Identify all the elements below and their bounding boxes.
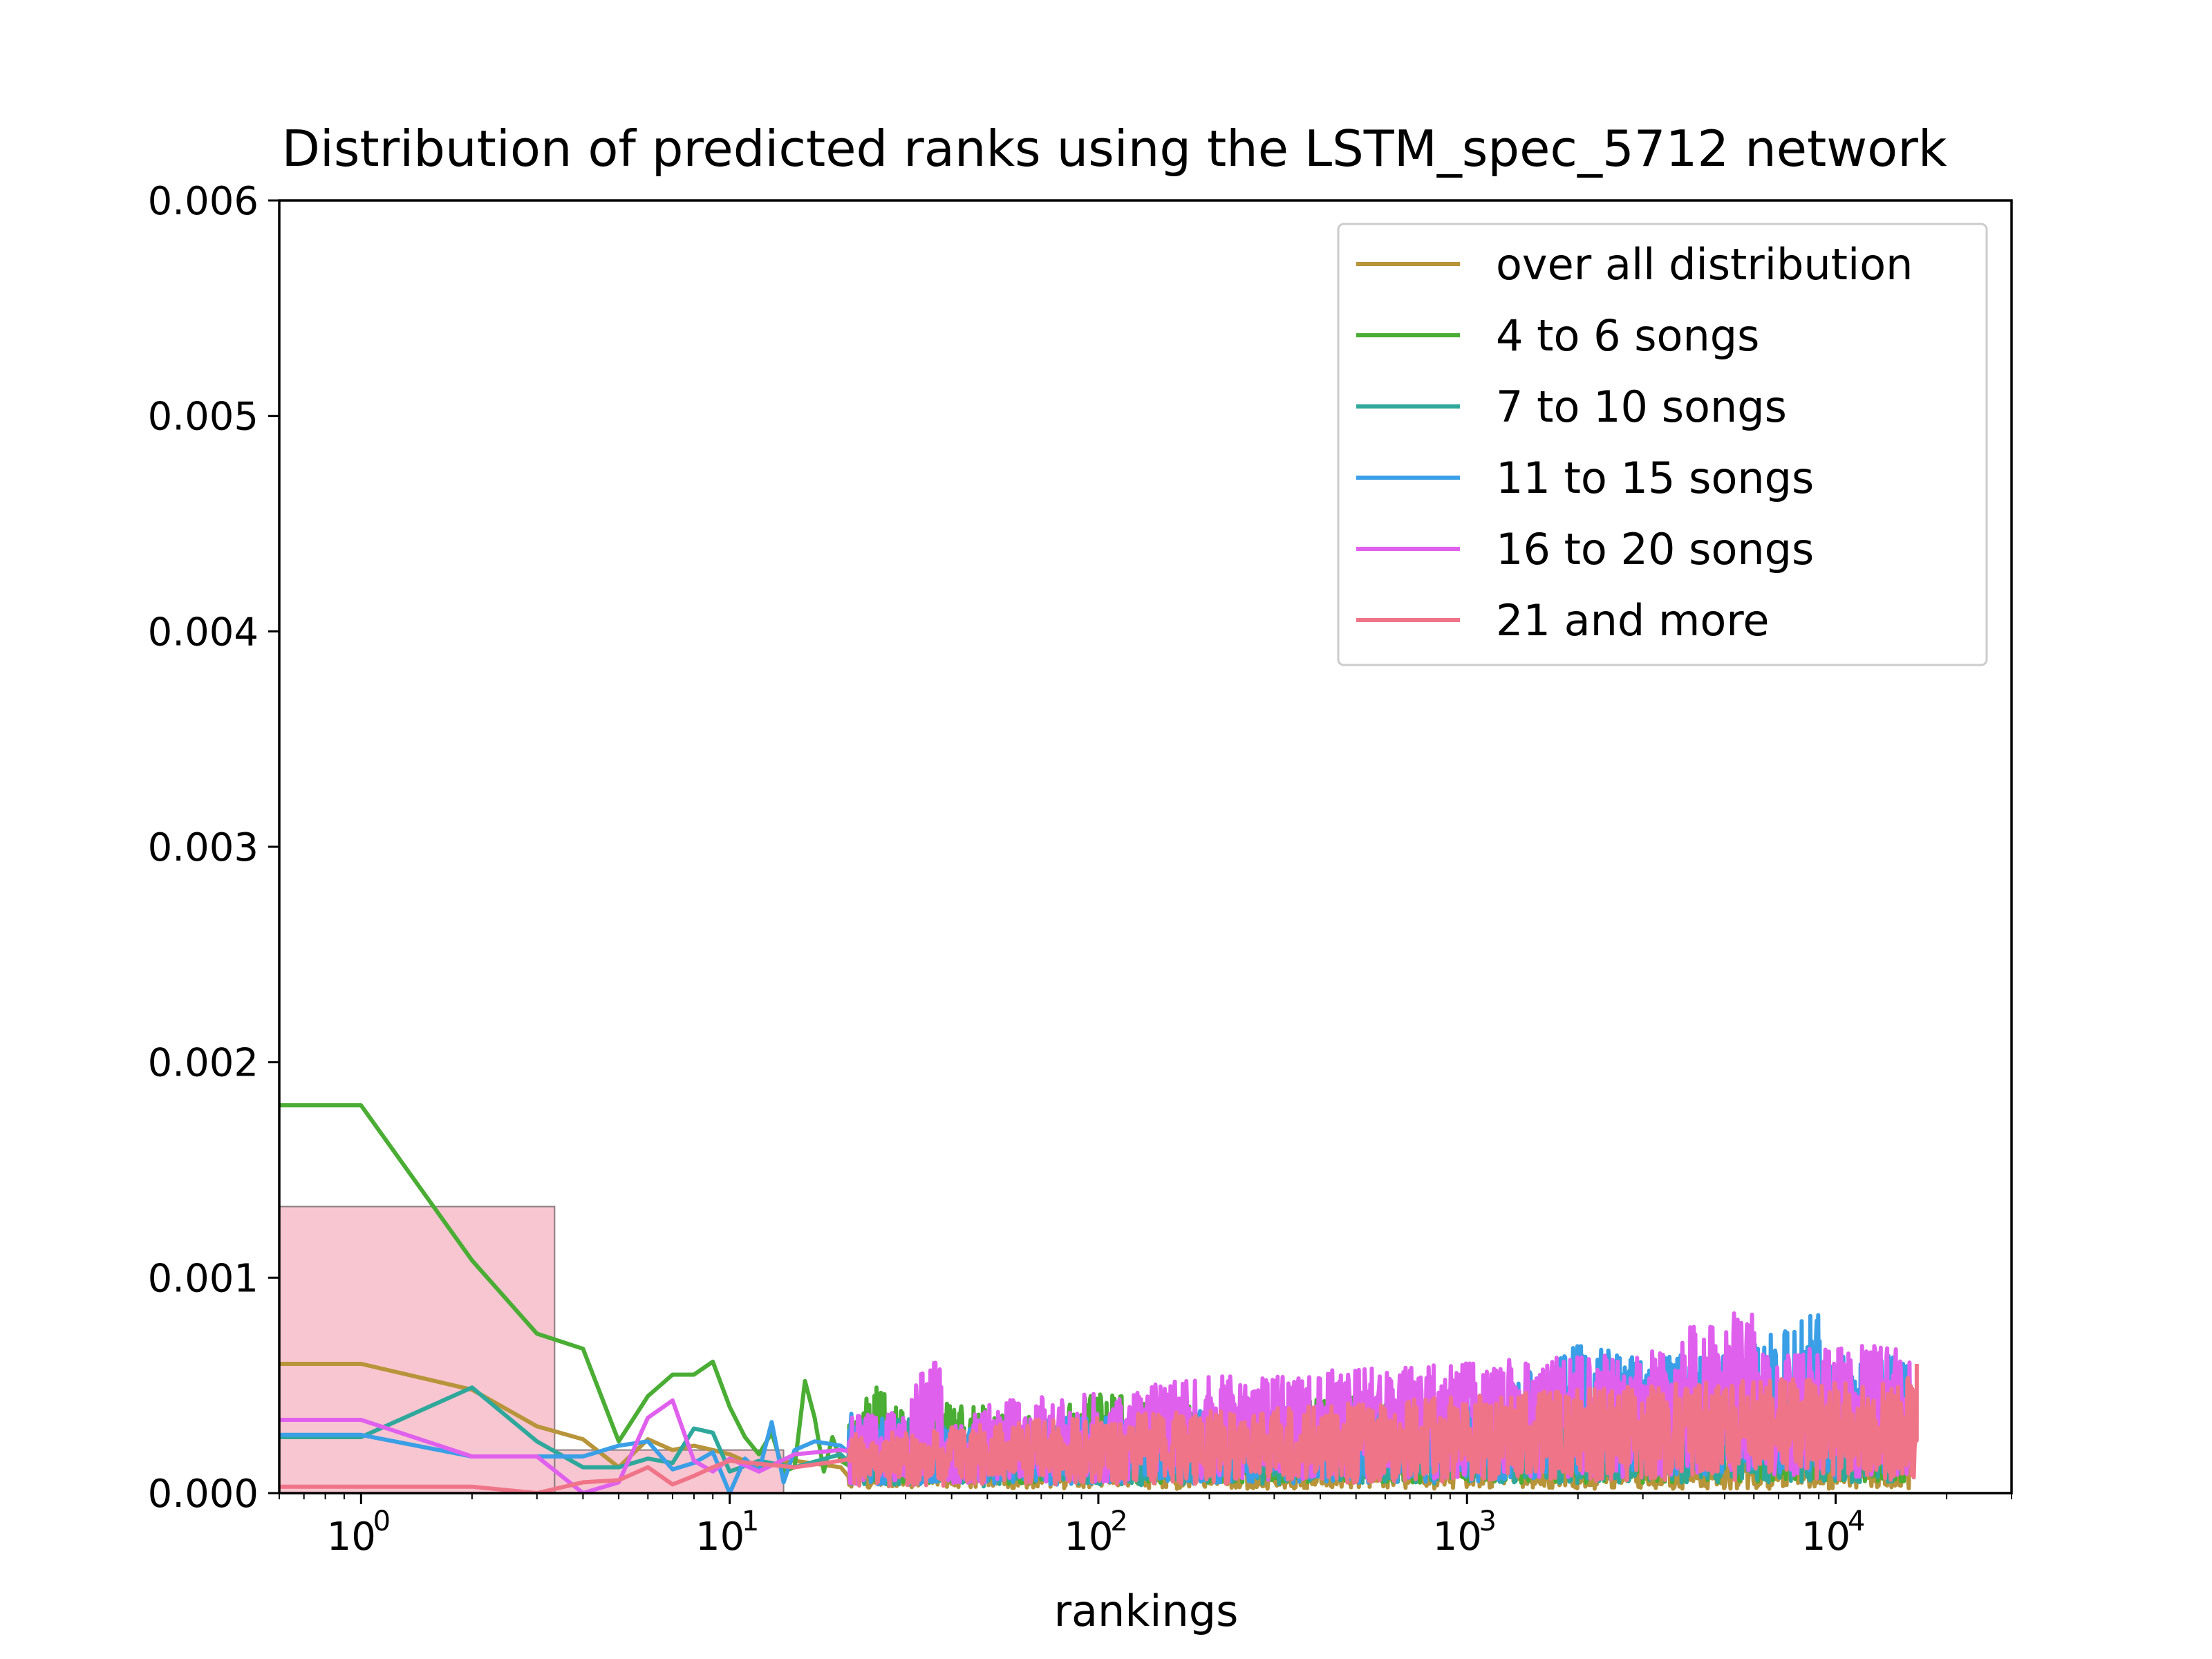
x-tick-label-0: 100: [327, 1506, 391, 1559]
plot-area: [279, 1103, 1919, 1493]
legend: over all distribution 4 to 6 songs 7 to 10…: [1337, 223, 1988, 666]
x-axis-label: rankings: [1054, 1586, 1239, 1636]
x-tick-base-4: 10: [1801, 1515, 1850, 1559]
legend-box: [1337, 223, 1988, 666]
x-tick-label-4: 104: [1801, 1506, 1865, 1559]
y-tick-label-1: 0.001: [148, 1256, 259, 1301]
legend-label-2: 4 to 6 songs: [1496, 310, 1759, 361]
x-tick-base-0: 10: [327, 1515, 376, 1559]
legend-label-4: 11 to 15 songs: [1496, 453, 1814, 503]
x-tick-base-3: 10: [1433, 1515, 1482, 1559]
legend-label-3: 7 to 10 songs: [1496, 382, 1787, 432]
x-tick-exp-1: 1: [742, 1506, 759, 1537]
series-line-6: [279, 1363, 1919, 1493]
y-tick-label-3: 0.003: [148, 825, 259, 870]
chart-title: Distribution of predicted ranks using th…: [281, 120, 1947, 178]
x-tick-exp-4: 4: [1848, 1506, 1865, 1537]
x-tick-label-1: 101: [695, 1506, 759, 1559]
x-tick-base-2: 10: [1064, 1515, 1113, 1559]
x-tick-base-1: 10: [695, 1515, 744, 1559]
y-tick-label-5: 0.005: [148, 395, 259, 440]
legend-label-6: 21 and more: [1496, 595, 1770, 646]
y-tick-label-0: 0.000: [148, 1472, 259, 1517]
legend-label-5: 16 to 20 songs: [1496, 524, 1814, 574]
x-tick-label-2: 102: [1064, 1506, 1127, 1559]
y-tick-label-6: 0.006: [148, 179, 259, 224]
y-tick-label-4: 0.004: [148, 610, 259, 655]
x-tick-exp-0: 0: [373, 1506, 391, 1537]
histogram-bar-1: [279, 1206, 556, 1493]
legend-label-1: over all distribution: [1496, 239, 1913, 290]
y-tick-label-2: 0.002: [148, 1041, 259, 1086]
x-tick-exp-3: 3: [1479, 1506, 1497, 1537]
x-tick-label-3: 103: [1433, 1506, 1497, 1559]
x-tick-exp-2: 2: [1110, 1506, 1127, 1537]
